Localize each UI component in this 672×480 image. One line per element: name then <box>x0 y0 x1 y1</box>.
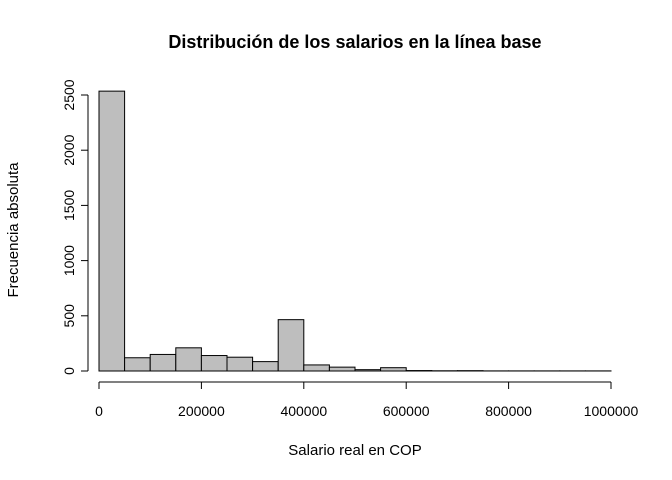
histogram-bar <box>303 364 330 372</box>
bars-group <box>98 90 612 372</box>
y-tick-label: 1500 <box>61 190 77 221</box>
x-tick-label: 1000000 <box>584 403 639 419</box>
histogram-bar <box>226 356 254 372</box>
chart-title: Distribución de los salarios en la línea… <box>168 32 541 52</box>
histogram-bar <box>98 90 126 372</box>
x-tick-label: 400000 <box>280 403 327 419</box>
y-tick-label: 2500 <box>61 79 77 110</box>
histogram-bar <box>149 353 177 372</box>
x-tick-label: 0 <box>95 403 103 419</box>
x-tick-label: 200000 <box>178 403 225 419</box>
histogram-bar <box>277 319 305 372</box>
y-tick-label: 0 <box>61 367 77 375</box>
histogram-bar <box>380 367 407 372</box>
x-axis-label: Salario real en COP <box>288 442 421 459</box>
x-axis: 0 200000 400000 600000 800000 1000000 <box>95 381 639 419</box>
x-tick-label: 600000 <box>383 403 430 419</box>
histogram-bar <box>252 361 279 372</box>
histogram-bar <box>175 347 202 372</box>
x-tick-label: 800000 <box>485 403 532 419</box>
y-axis-label: Frecuencia absoluta <box>5 162 22 298</box>
y-tick-label: 2000 <box>61 134 77 165</box>
y-tick-label: 500 <box>61 304 77 328</box>
histogram-bar <box>124 357 151 372</box>
y-axis: 0 500 1000 1500 2000 2500 <box>61 79 89 375</box>
histogram-bar <box>200 355 228 372</box>
y-tick-label: 1000 <box>61 245 77 276</box>
histogram-bar <box>354 369 382 372</box>
histogram-bar <box>328 366 356 372</box>
